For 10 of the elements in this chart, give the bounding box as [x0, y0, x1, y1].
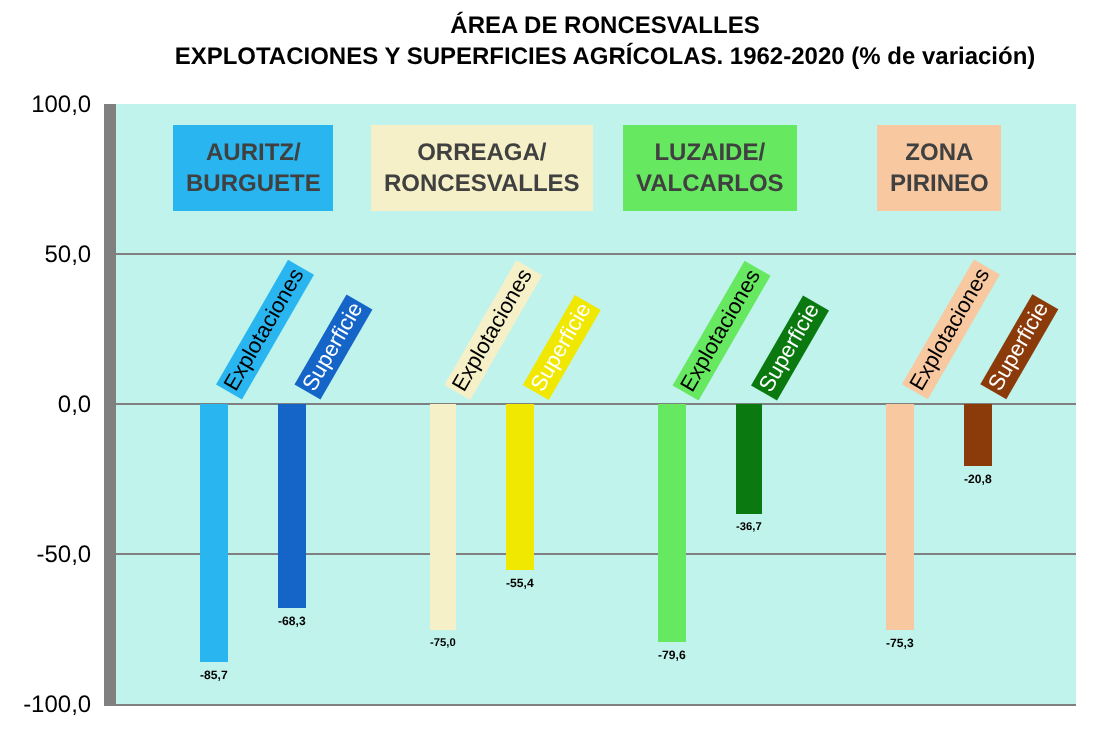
y-tick-label: -100,0 — [23, 690, 92, 719]
y-tick-label: 100,0 — [31, 90, 92, 119]
x-tick-label: ORREAGA/ RONCESVALLES — [384, 138, 580, 198]
chart-title: ÁREA DE RONCESVALLES EXPLOTACIONES Y SUPERFICIES AGRÍCOLAS. 1962-2020 (% de variación) — [174, 11, 1036, 71]
x-tick-label: ZONA PIRINEO — [890, 138, 989, 198]
x-tick-label: LUZAIDE/ VALCARLOS — [636, 138, 784, 198]
y-tick-label: -50,0 — [36, 540, 92, 569]
y-tick-label: 0,0 — [57, 390, 92, 419]
y-tick-label: 50,0 — [44, 240, 92, 269]
x-tick-label: AURITZ/ BURGUETE — [186, 138, 321, 198]
